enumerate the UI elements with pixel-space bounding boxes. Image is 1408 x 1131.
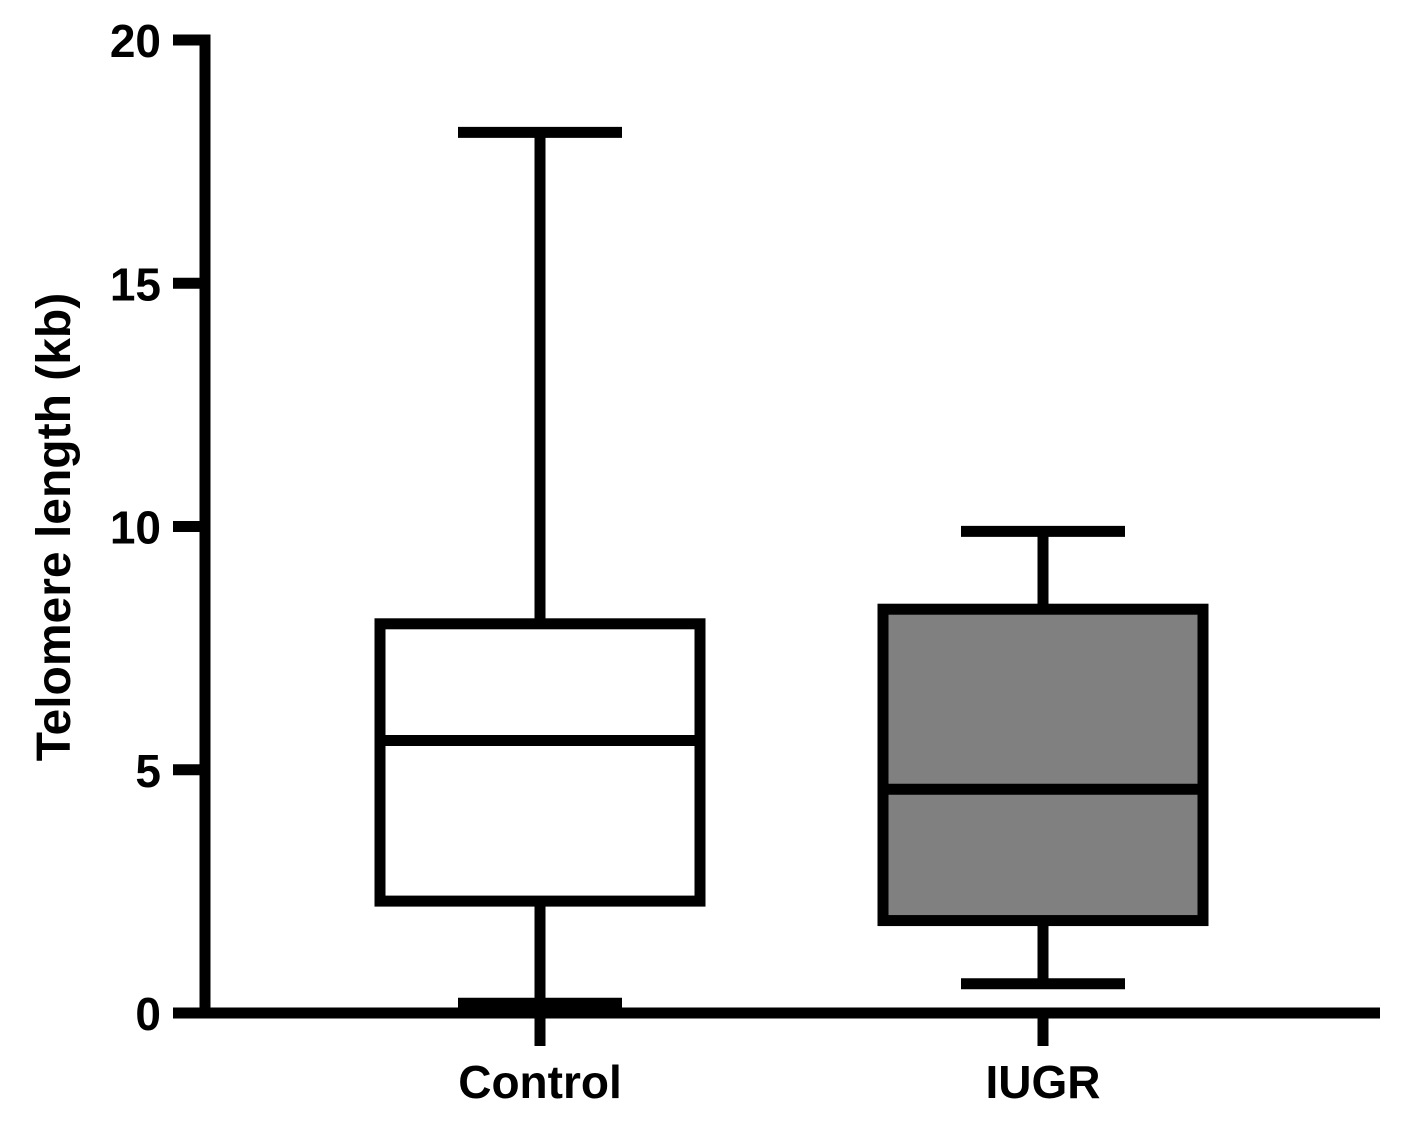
y-tick-label: 10: [110, 502, 161, 554]
y-axis: 0 5 10 15 20: [110, 15, 211, 1040]
x-tick-label: IUGR: [986, 1056, 1101, 1108]
iqr-box: [877, 603, 1209, 927]
y-axis-title: Telomere length (kb): [28, 293, 81, 762]
y-tick-label: 20: [110, 15, 161, 67]
y-tick-label: 5: [135, 745, 161, 797]
y-tick-label: 0: [135, 988, 161, 1040]
x-tick-label: Control: [458, 1056, 622, 1108]
x-axis: Control IUGR: [199, 1007, 1380, 1108]
box-iugr: [877, 525, 1209, 990]
box-series: [374, 126, 1209, 1009]
iqr-box: [374, 618, 706, 907]
y-tick-label: 15: [110, 258, 161, 310]
box-control: [374, 126, 706, 1009]
